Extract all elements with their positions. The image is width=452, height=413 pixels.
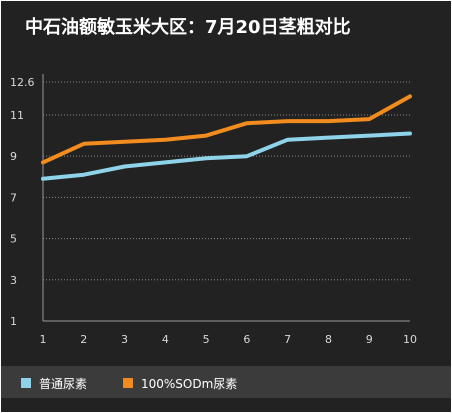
legend-label-series-2: 100%SODm尿素 bbox=[141, 376, 238, 391]
y-tick-label-11: 11 bbox=[10, 109, 24, 122]
series-lines bbox=[41, 94, 412, 181]
y-tick-label-9: 9 bbox=[10, 150, 17, 163]
x-tick-label-8: 8 bbox=[325, 333, 332, 346]
y-tick-label-12.6: 12.6 bbox=[10, 76, 35, 89]
x-tick-label-7: 7 bbox=[284, 333, 291, 346]
x-tick-label-10: 10 bbox=[403, 333, 417, 346]
legend-item-series-1: 普通尿素 bbox=[21, 375, 87, 391]
x-tick-label-6: 6 bbox=[243, 333, 250, 346]
series-line-2 bbox=[41, 94, 412, 165]
legend-label-series-1: 普通尿素 bbox=[39, 376, 88, 391]
x-tick-label-4: 4 bbox=[162, 333, 169, 346]
legend-swatch-series-2 bbox=[123, 378, 133, 388]
legend-item-series-2: 100%SODm尿素 bbox=[123, 375, 237, 391]
y-tick-label-1: 1 bbox=[10, 315, 17, 328]
plot-area: 1 3 5 7 9 11 12.6 1 2 3 4 5 6 7 8 9 10 bbox=[10, 74, 418, 346]
chart-title: 中石油额敏玉米大区：7月20日茎粗对比 bbox=[25, 17, 351, 38]
axes bbox=[42, 74, 410, 322]
grid-lines bbox=[43, 81, 410, 281]
legend: 普通尿素 100%SODm尿素 bbox=[1, 366, 451, 398]
y-tick-label-3: 3 bbox=[10, 274, 17, 287]
series-line-1 bbox=[41, 131, 412, 181]
x-tick-label-2: 2 bbox=[80, 333, 87, 346]
x-tick-label-9: 9 bbox=[366, 333, 373, 346]
x-tick-label-5: 5 bbox=[203, 333, 210, 346]
x-tick-label-1: 1 bbox=[40, 333, 47, 346]
y-tick-label-7: 7 bbox=[10, 191, 17, 204]
x-tick-label-3: 3 bbox=[121, 333, 128, 346]
x-tick-labels: 1 2 3 4 5 6 7 8 9 10 bbox=[40, 333, 418, 346]
y-tick-label-5: 5 bbox=[10, 233, 17, 246]
legend-swatch-series-1 bbox=[21, 378, 31, 388]
y-tick-labels: 1 3 5 7 9 11 12.6 bbox=[10, 76, 35, 328]
